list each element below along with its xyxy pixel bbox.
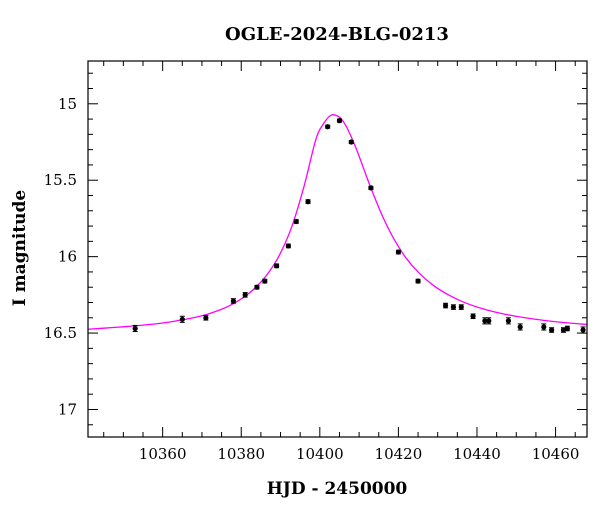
tick-labels: 10360 10380 10400 10420 10440 10460 15 15.5 16 16… [44,95,580,463]
data-point-marker [132,325,138,332]
data-point-marker [517,324,523,330]
data-point [450,304,457,310]
data-point [580,326,586,334]
data-point-marker [285,243,291,249]
data-point-marker [486,318,492,324]
data-point [348,139,354,145]
data-point-marker [482,318,488,324]
data-point-marker [442,302,449,309]
data-point [203,314,209,321]
data-point-marker [262,278,268,284]
data-point [368,185,374,191]
x-tick-label: 10360 [139,445,187,463]
x-tick-label: 10420 [375,445,423,463]
data-point [395,249,402,255]
axis-ticks [88,61,587,437]
data-point [273,263,280,269]
data-point [230,298,236,304]
data-point [470,313,476,320]
data-point [254,284,260,290]
x-tick-label: 10400 [296,445,344,463]
data-point-marker [580,327,586,333]
y-tick-label: 15 [58,95,77,113]
data-point [458,304,464,310]
data-point [541,323,547,331]
y-tick-label: 15.5 [44,171,77,189]
data-point-marker [560,327,567,333]
data-point [415,278,421,284]
data-point-marker [242,292,248,298]
data-point-marker [230,298,236,304]
y-tick-label: 17 [58,400,77,418]
data-point-marker [325,124,331,130]
data-point-marker [179,316,185,322]
data-point-marker [305,199,311,205]
data-point-marker [549,327,555,333]
data-point-marker [273,263,280,269]
data-point [305,199,311,205]
model-curve [88,114,587,330]
y-tick-label: 16 [58,248,77,266]
data-point-marker [505,318,512,324]
data-point [549,327,555,333]
data-point-marker [336,118,343,124]
data-point-marker [395,249,402,255]
model-curve-layer [88,114,587,330]
data-point-marker [368,185,374,191]
data-point [336,118,343,124]
data-point [505,317,512,325]
x-tick-label: 10460 [532,445,580,463]
data-point-marker [203,315,209,321]
data-point [517,323,523,331]
data-point-marker [254,284,260,290]
data-point [442,302,449,309]
data-point-marker [450,304,457,310]
data-point [242,292,248,298]
chart-title: OGLE-2024-BLG-0213 [225,24,449,45]
data-point-marker [293,218,299,225]
data-point [293,218,299,225]
y-axis-label: I magnitude [10,190,30,307]
data-point [285,243,291,249]
data-point-marker [541,324,547,330]
x-tick-label: 10380 [217,445,265,463]
data-point [564,325,570,332]
data-points-layer [132,118,586,334]
data-point [262,278,268,284]
x-axis-label: HJD - 2450000 [267,479,408,499]
data-point-marker [564,325,570,332]
data-point-marker [470,313,476,319]
data-point [325,124,331,130]
data-point-marker [458,304,464,310]
data-point-marker [415,278,421,284]
data-point [132,324,138,333]
y-tick-label: 16.5 [44,324,77,342]
data-point [486,317,492,325]
data-point-marker [348,139,354,145]
x-tick-label: 10440 [453,445,501,463]
data-point [179,315,185,323]
plot-frame [87,60,588,438]
